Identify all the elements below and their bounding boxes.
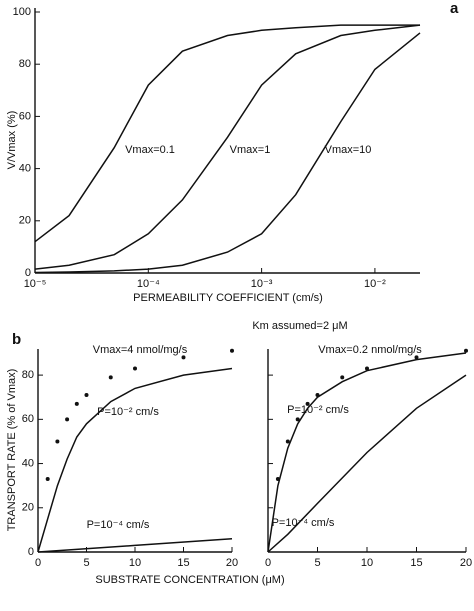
curve-label: P=10⁻⁴ cm/s: [87, 519, 150, 531]
curve: [267, 374, 467, 553]
data-point: [55, 439, 60, 444]
curve-label: Vmax=1: [230, 144, 271, 156]
y-tick-label: 100: [13, 6, 31, 18]
y-tick-label: 80: [19, 58, 31, 70]
data-point: [133, 366, 137, 371]
data-point: [45, 477, 50, 482]
subplot-title: Vmax=0.2 nmol/mg/s: [318, 344, 422, 356]
x-tick-label: 5: [83, 557, 89, 569]
curve-label: P=10⁻² cm/s: [287, 404, 349, 416]
y-tick-label: 40: [22, 457, 34, 469]
x-tick-label: 0: [265, 557, 271, 569]
x-tick-label: 15: [410, 557, 422, 569]
data-point: [108, 375, 113, 380]
data-point: [230, 348, 234, 353]
y-axis-label: TRANSPORT RATE (% of Vmax): [6, 369, 18, 532]
curve-label: Vmax=10: [325, 144, 372, 156]
curve: [37, 367, 233, 553]
x-axis-label: PERMEABILITY COEFFICIENT (cm/s): [133, 292, 323, 304]
annotation: Km assumed=2 μM: [252, 320, 347, 332]
data-point: [464, 348, 468, 353]
y-tick-label: 20: [19, 215, 31, 227]
y-tick-label: 80: [22, 369, 34, 381]
data-point: [340, 375, 345, 380]
curve: [267, 352, 467, 553]
data-point: [74, 401, 79, 406]
x-tick-label: 15: [177, 557, 189, 569]
data-point: [365, 366, 369, 371]
x-tick-label: 0: [35, 557, 41, 569]
y-tick-label: 0: [28, 546, 34, 558]
x-tick-label: 10⁻³: [251, 278, 273, 290]
x-axis-label: SUBSTRATE CONCENTRATION (μM): [95, 574, 284, 586]
data-point: [305, 401, 310, 406]
data-point: [181, 355, 186, 360]
data-point: [295, 417, 300, 422]
x-tick-label: 10⁻²: [364, 278, 386, 290]
data-point: [65, 417, 70, 422]
curve-label: Vmax=0.1: [125, 144, 175, 156]
curve: [34, 24, 420, 243]
x-tick-label: 10: [129, 557, 141, 569]
curve-label: P=10⁻⁴ cm/s: [272, 517, 335, 529]
y-tick-label: 60: [22, 413, 34, 425]
x-tick-label: 10⁻⁵: [24, 278, 47, 290]
y-tick-label: 0: [25, 267, 31, 279]
subplot-title: Vmax=4 nmol/mg/s: [93, 344, 188, 356]
y-axis-label: V/Vmax (%): [6, 111, 18, 170]
x-tick-label: 10: [361, 557, 373, 569]
panel-label: a: [450, 0, 459, 17]
curve: [37, 537, 233, 553]
x-tick-label: 20: [460, 557, 472, 569]
curve: [34, 24, 421, 270]
y-tick-label: 20: [22, 502, 34, 514]
panel-label: b: [12, 331, 21, 348]
data-point: [285, 439, 290, 444]
x-tick-label: 5: [314, 557, 320, 569]
x-tick-label: 20: [226, 557, 238, 569]
x-tick-label: 10⁻⁴: [137, 278, 160, 290]
data-point: [414, 355, 419, 360]
y-tick-label: 40: [19, 163, 31, 175]
data-point: [84, 393, 89, 398]
y-tick-label: 60: [19, 110, 31, 122]
curve: [34, 32, 421, 274]
curve-label: P=10⁻² cm/s: [97, 406, 159, 418]
